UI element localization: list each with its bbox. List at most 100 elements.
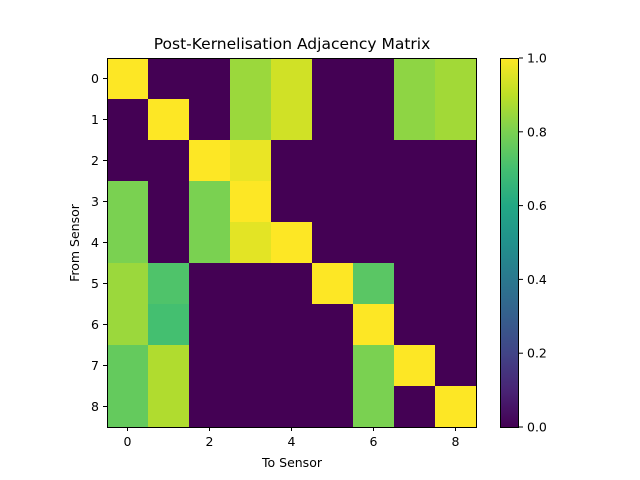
- heatmap-cell-6-2: [189, 304, 231, 346]
- heatmap-cell-2-1: [148, 140, 190, 182]
- heatmap-cell-7-0: [107, 345, 149, 387]
- heatmap-cell-5-8: [435, 263, 477, 305]
- heatmap-cell-6-4: [271, 304, 313, 346]
- heatmap-cell-2-8: [435, 140, 477, 182]
- y-tick-label: 7: [91, 358, 99, 373]
- heatmap-cell-1-7: [394, 99, 436, 141]
- heatmap-cell-2-2: [189, 140, 231, 182]
- heatmap-cell-3-5: [312, 181, 354, 223]
- heatmap-cell-2-6: [353, 140, 395, 182]
- x-tick-label: 4: [288, 434, 296, 449]
- y-tick-label: 4: [91, 235, 99, 250]
- heatmap-cell-8-4: [271, 386, 313, 428]
- heatmap-cell-6-0: [107, 304, 149, 346]
- heatmap-cell-3-4: [271, 181, 313, 223]
- heatmap-cell-5-0: [107, 263, 149, 305]
- heatmap-cell-5-2: [189, 263, 231, 305]
- heatmap-cell-5-4: [271, 263, 313, 305]
- heatmap-cell-0-7: [394, 58, 436, 100]
- y-tick-label: 8: [91, 399, 99, 414]
- x-tick-label: 8: [452, 434, 460, 449]
- heatmap-cell-5-6: [353, 263, 395, 305]
- heatmap-cell-6-3: [230, 304, 272, 346]
- heatmap-cell-0-2: [189, 58, 231, 100]
- colorbar-ticks: 0.0 0.2 0.4 0.6 0.8 1.0: [519, 51, 547, 435]
- y-tick-label: 2: [91, 153, 99, 168]
- heatmap-cell-6-8: [435, 304, 477, 346]
- heatmap-cell-4-5: [312, 222, 354, 264]
- heatmap-cell-4-4: [271, 222, 313, 264]
- colorbar-tick-label: 0.6: [527, 198, 547, 213]
- y-axis-ticks: 0 1 2 3 4 5 6 7 8: [91, 71, 107, 414]
- heatmap-cell-2-4: [271, 140, 313, 182]
- y-tick-label: 6: [91, 317, 99, 332]
- heatmap-cell-0-1: [148, 58, 190, 100]
- heatmap-cell-2-0: [107, 140, 149, 182]
- heatmap-cell-4-2: [189, 222, 231, 264]
- heatmap-cell-1-1: [148, 99, 190, 141]
- heatmap-cell-3-2: [189, 181, 231, 223]
- heatmap-cell-7-1: [148, 345, 190, 387]
- heatmap-cell-2-7: [394, 140, 436, 182]
- chart-title: Post-Kernelisation Adjacency Matrix: [154, 35, 431, 53]
- heatmap-cell-0-3: [230, 58, 272, 100]
- heatmap-cell-4-1: [148, 222, 190, 264]
- heatmap-cell-0-6: [353, 58, 395, 100]
- heatmap-cell-7-5: [312, 345, 354, 387]
- heatmap-cell-3-6: [353, 181, 395, 223]
- heatmap-cell-3-8: [435, 181, 477, 223]
- heatmap-cell-8-7: [394, 386, 436, 428]
- heatmap-cell-8-5: [312, 386, 354, 428]
- colorbar-tick-label: 0.4: [527, 272, 547, 287]
- y-axis-label: From Sensor: [67, 203, 82, 282]
- heatmap-cell-7-6: [353, 345, 395, 387]
- y-tick-label: 3: [91, 194, 99, 209]
- heatmap-cell-7-3: [230, 345, 272, 387]
- heatmap-cell-4-8: [435, 222, 477, 264]
- x-tick-label: 0: [124, 434, 132, 449]
- y-tick-label: 1: [91, 112, 99, 127]
- heatmap-cell-1-6: [353, 99, 395, 141]
- heatmap-cells: [107, 58, 477, 428]
- heatmap-cell-7-2: [189, 345, 231, 387]
- heatmap-cell-8-1: [148, 386, 190, 428]
- heatmap-cell-6-7: [394, 304, 436, 346]
- heatmap-cell-1-2: [189, 99, 231, 141]
- heatmap-cell-0-5: [312, 58, 354, 100]
- heatmap-cell-4-6: [353, 222, 395, 264]
- heatmap-cell-3-3: [230, 181, 272, 223]
- heatmap-cell-3-7: [394, 181, 436, 223]
- y-tick-label: 0: [91, 71, 99, 86]
- heatmap-cell-1-3: [230, 99, 272, 141]
- heatmap-cell-7-7: [394, 345, 436, 387]
- colorbar-frame: [500, 58, 519, 428]
- heatmap-cell-5-1: [148, 263, 190, 305]
- heatmap-cell-8-3: [230, 386, 272, 428]
- heatmap-cell-2-5: [312, 140, 354, 182]
- x-axis-label: To Sensor: [261, 455, 323, 470]
- heatmap-cell-1-0: [107, 99, 149, 141]
- heatmap-cell-7-4: [271, 345, 313, 387]
- heatmap-cell-2-3: [230, 140, 272, 182]
- heatmap-cell-5-3: [230, 263, 272, 305]
- heatmap-cell-5-7: [394, 263, 436, 305]
- heatmap-cell-0-0: [107, 58, 149, 100]
- heatmap-cell-1-8: [435, 99, 477, 141]
- heatmap-cell-6-6: [353, 304, 395, 346]
- heatmap-cell-7-8: [435, 345, 477, 387]
- colorbar-tick-label: 0.0: [527, 420, 547, 435]
- colorbar: [500, 58, 519, 427]
- heatmap-cell-4-3: [230, 222, 272, 264]
- heatmap-cell-1-4: [271, 99, 313, 141]
- x-tick-label: 6: [370, 434, 378, 449]
- heatmap-cell-8-6: [353, 386, 395, 428]
- x-axis-ticks: 0 2 4 6 8: [124, 427, 460, 449]
- x-tick-label: 2: [206, 434, 214, 449]
- heatmap-cell-5-5: [312, 263, 354, 305]
- heatmap-cell-4-7: [394, 222, 436, 264]
- colorbar-tick-label: 1.0: [527, 51, 547, 66]
- heatmap-cell-4-0: [107, 222, 149, 264]
- heatmap-cell-0-8: [435, 58, 477, 100]
- y-tick-label: 5: [91, 276, 99, 291]
